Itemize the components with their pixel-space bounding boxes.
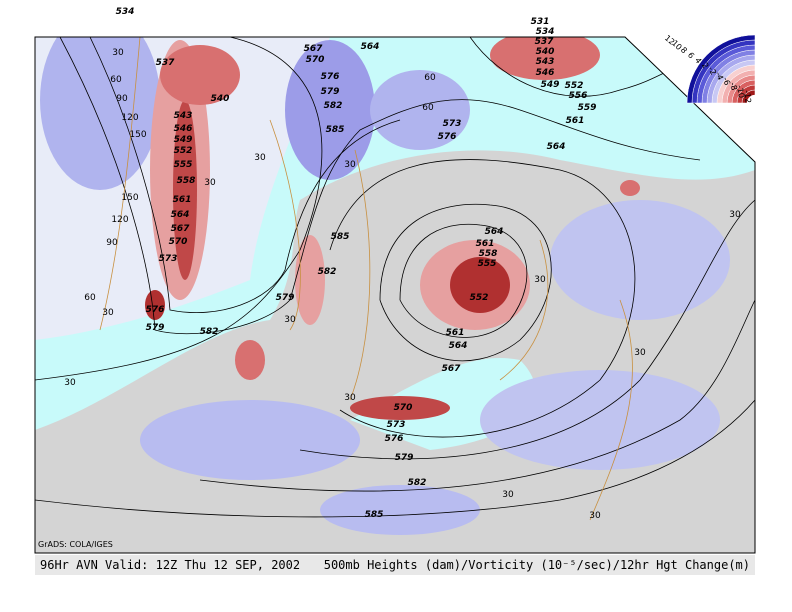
height-label: 576 <box>321 72 340 82</box>
height-label: 546 <box>536 68 555 78</box>
height-label: 561 <box>566 116 585 126</box>
height-label: 585 <box>326 125 345 135</box>
colorbar-label: -12 <box>742 90 752 104</box>
height-label: 570 <box>169 237 188 247</box>
change-contours <box>99 37 633 521</box>
footer-bar <box>35 555 755 575</box>
change-label: 30 <box>112 48 124 58</box>
height-label: 561 <box>476 239 495 249</box>
change-label: 60 <box>84 293 96 303</box>
colorbar-label: -4 <box>714 71 725 82</box>
height-label: 579 <box>321 87 340 97</box>
height-label: 567 <box>171 224 191 234</box>
change-label: 30 <box>729 210 741 220</box>
colorbar-label: 4 <box>693 56 703 65</box>
height-label: 573 <box>159 254 178 264</box>
height-label: 552 <box>470 293 489 303</box>
height-label: 549 <box>174 135 193 145</box>
height-label: 531 <box>531 17 550 27</box>
footer-right: 500mb Heights (dam)/Vorticity (10⁻⁵/sec)… <box>324 558 750 572</box>
height-label: 564 <box>547 142 566 152</box>
height-label: 576 <box>385 434 404 444</box>
height-label: 582 <box>324 101 343 111</box>
height-label: 576 <box>146 305 165 315</box>
height-label: 576 <box>438 132 457 142</box>
height-label: 570 <box>394 403 413 413</box>
colorbar-label: 2 <box>700 61 710 70</box>
change-label: 90 <box>106 238 118 248</box>
height-label: 567 <box>304 44 324 54</box>
change-label: 60 <box>110 75 122 85</box>
height-label: 555 <box>478 259 497 269</box>
change-label: 60 <box>424 73 436 83</box>
height-label: 582 <box>200 327 219 337</box>
colorbar-label: -6 <box>721 76 732 86</box>
height-label: 540 <box>211 94 230 104</box>
colorbar-label: -10 <box>735 84 746 98</box>
height-label: 534 <box>536 27 555 37</box>
height-label: 585 <box>365 510 384 520</box>
map-border <box>34 36 756 554</box>
change-label: 30 <box>64 378 76 388</box>
height-contours <box>35 37 755 518</box>
change-label: 150 <box>129 130 146 140</box>
height-label: 534 <box>116 7 135 17</box>
height-label: 564 <box>361 42 380 52</box>
colorbar-label: 6 <box>686 51 696 61</box>
height-label: 573 <box>387 420 406 430</box>
change-label: 30 <box>502 490 514 500</box>
change-label: 30 <box>534 275 546 285</box>
height-label: 579 <box>146 323 165 333</box>
change-label: 60 <box>422 103 434 113</box>
colorbar-label: 8 <box>679 45 689 55</box>
change-label: 30 <box>284 315 296 325</box>
change-label: 120 <box>111 215 128 225</box>
height-label: 552 <box>565 81 584 91</box>
footer-left: 96Hr AVN Valid: 12Z Thu 12 SEP, 2002 <box>40 558 300 572</box>
height-label: 570 <box>306 55 325 65</box>
height-label: 579 <box>276 293 295 303</box>
change-label: 30 <box>204 178 216 188</box>
colorbar-swatch <box>686 34 756 104</box>
height-label: 558 <box>177 176 196 186</box>
height-label: 537 <box>535 37 555 47</box>
height-label: 556 <box>569 91 588 101</box>
change-label: 30 <box>344 393 356 403</box>
height-label: 561 <box>173 195 192 205</box>
change-label: 30 <box>102 308 114 318</box>
change-label: 90 <box>116 94 128 104</box>
change-label: 30 <box>589 511 601 521</box>
height-label: 582 <box>318 267 337 277</box>
height-label: 546 <box>174 124 193 134</box>
height-label: 564 <box>449 341 468 351</box>
height-label: 558 <box>479 249 498 259</box>
map-field <box>35 37 755 553</box>
height-label: 564 <box>171 210 190 220</box>
height-label: 549 <box>541 80 560 90</box>
height-label: 543 <box>536 57 555 67</box>
change-label: 120 <box>121 113 138 123</box>
credit: GrADS: COLA/IGES <box>38 540 113 549</box>
colorbar-label: -2 <box>706 65 718 76</box>
colorbar-label: -8 <box>728 81 739 91</box>
change-label: 30 <box>634 348 646 358</box>
height-label: 573 <box>443 119 462 129</box>
height-label: 582 <box>408 478 427 488</box>
change-label: 30 <box>344 160 356 170</box>
height-label: 555 <box>174 160 193 170</box>
height-label: 559 <box>578 103 597 113</box>
change-label: 30 <box>254 153 266 163</box>
height-label: 540 <box>536 47 555 57</box>
height-label: 585 <box>331 232 350 242</box>
height-label: 579 <box>395 453 414 463</box>
height-label: 537 <box>156 58 176 68</box>
height-label: 564 <box>485 227 504 237</box>
height-label: 543 <box>174 111 193 121</box>
height-label: 552 <box>174 146 193 156</box>
change-label: 150 <box>121 193 138 203</box>
height-label: 567 <box>442 364 462 374</box>
height-label: 561 <box>446 328 465 338</box>
